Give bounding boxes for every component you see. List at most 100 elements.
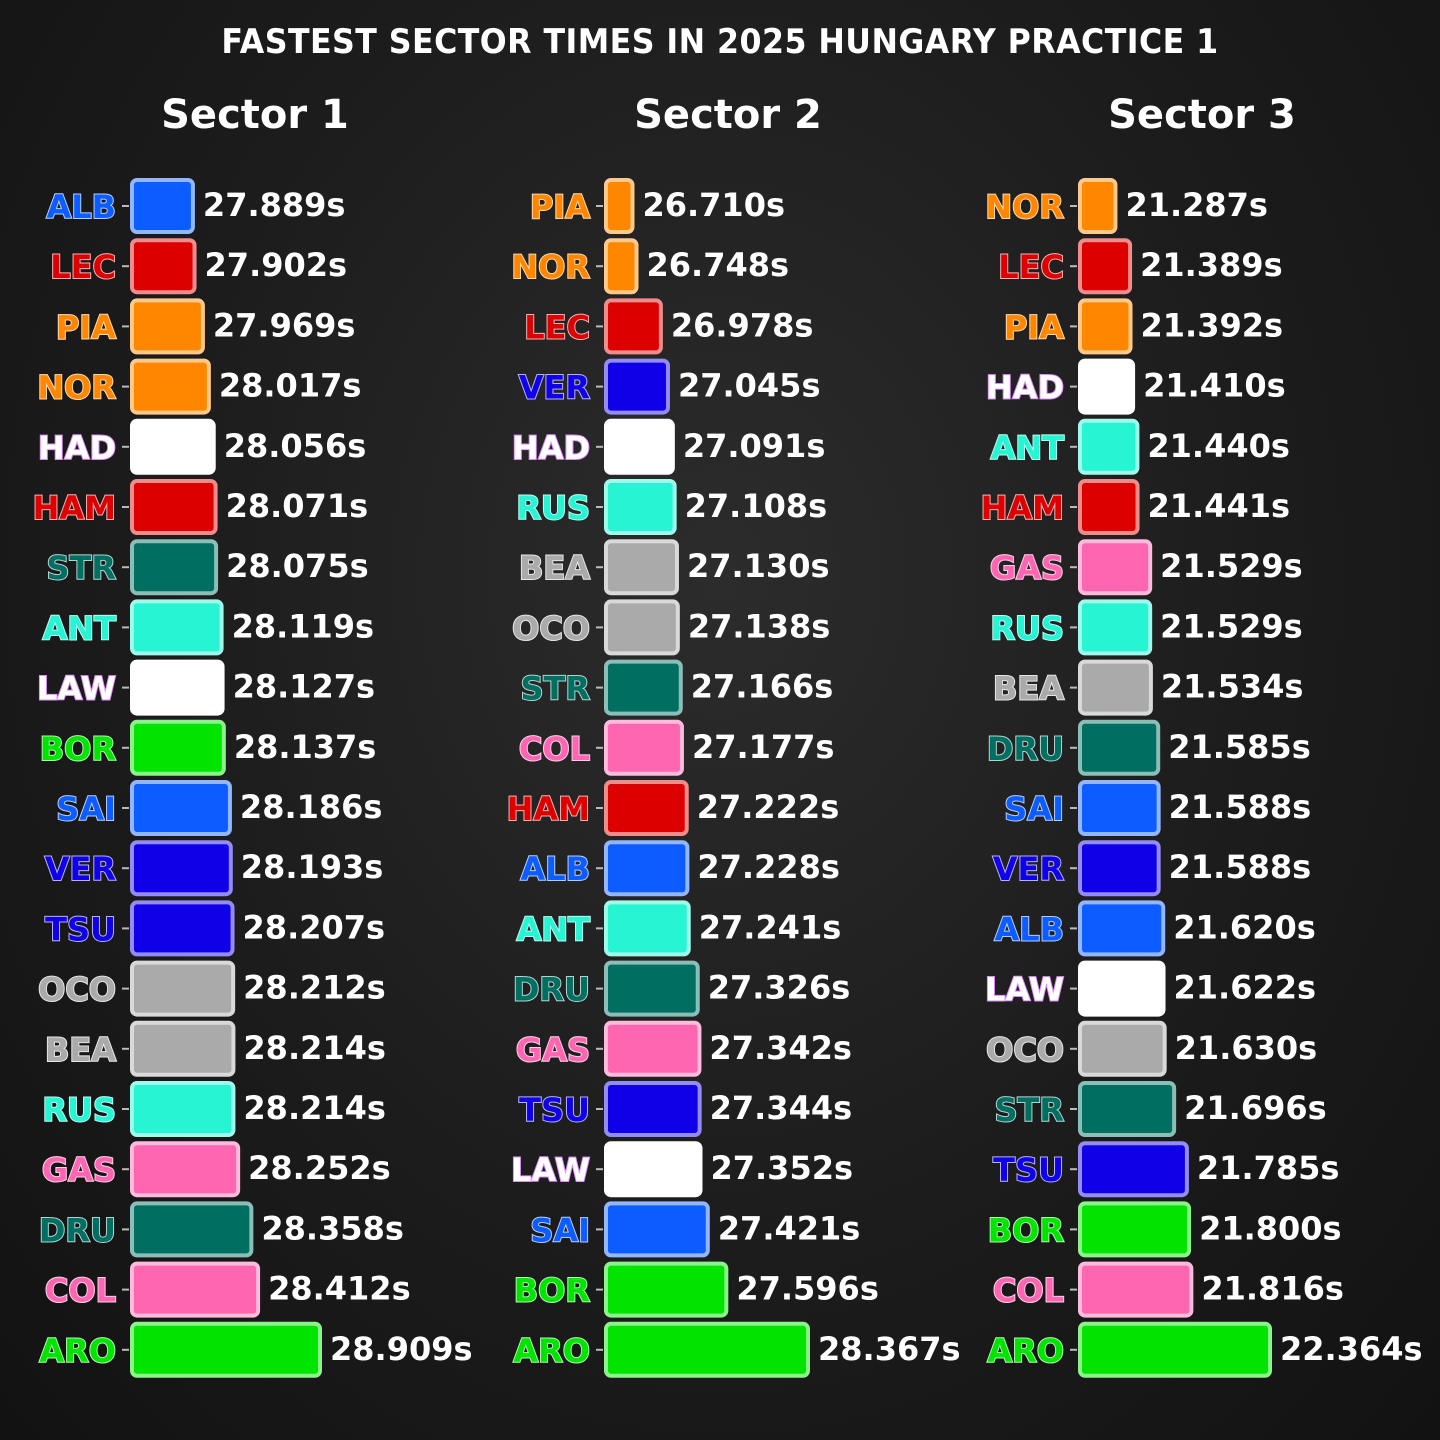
value-label: 21.588s xyxy=(1169,788,1312,826)
driver-label: OCO xyxy=(986,1031,1064,1069)
bar xyxy=(604,659,683,716)
driver-label: LEC xyxy=(998,248,1064,286)
value-label: 21.410s xyxy=(1143,367,1286,405)
value-label: 27.045s xyxy=(678,367,821,405)
driver-label: LAW xyxy=(985,971,1064,1009)
value-label: 27.342s xyxy=(709,1029,852,1067)
bar xyxy=(1078,719,1161,776)
driver-label: COL xyxy=(519,730,590,768)
driver-label: STR xyxy=(520,670,590,708)
value-label: 27.241s xyxy=(699,908,842,946)
bar xyxy=(604,418,675,475)
value-label: 21.392s xyxy=(1141,306,1284,344)
bar xyxy=(130,1081,236,1137)
driver-label: RUS xyxy=(990,609,1064,647)
value-label: 26.748s xyxy=(647,246,790,284)
value-label: 21.529s xyxy=(1160,607,1303,645)
driver-label: SAI xyxy=(530,1211,590,1249)
driver-label: ANT xyxy=(517,910,591,948)
value-label: 27.177s xyxy=(692,728,835,766)
bar xyxy=(1078,1141,1189,1198)
value-label: 28.056s xyxy=(224,427,367,465)
value-label: 26.710s xyxy=(642,186,785,224)
value-label: 22.364s xyxy=(1280,1330,1423,1368)
value-label: 28.212s xyxy=(243,969,386,1007)
driver-label: LAW xyxy=(511,1151,590,1189)
value-label: 28.367s xyxy=(818,1330,961,1368)
driver-label: COL xyxy=(45,1272,116,1310)
value-label: 21.389s xyxy=(1140,246,1283,284)
sector-title: Sector 1 xyxy=(161,92,349,138)
value-label: 27.166s xyxy=(691,668,834,706)
driver-label: TSU xyxy=(45,910,116,948)
driver-label: BOR xyxy=(514,1272,590,1310)
value-label: 21.441s xyxy=(1148,487,1291,525)
bar xyxy=(1078,599,1153,656)
value-label: 27.352s xyxy=(710,1149,853,1187)
value-label: 28.214s xyxy=(243,1029,386,1067)
driver-label: OCO xyxy=(38,971,116,1009)
bar xyxy=(130,840,233,897)
bar xyxy=(1078,1321,1272,1378)
driver-label: SAI xyxy=(56,790,116,828)
bar xyxy=(130,780,232,836)
value-label: 28.075s xyxy=(226,547,369,585)
value-label: 27.969s xyxy=(213,306,356,344)
bar xyxy=(604,539,679,596)
driver-label: BEA xyxy=(45,1031,116,1069)
bar xyxy=(130,1261,261,1318)
driver-label: STR xyxy=(994,1091,1064,1129)
driver-label: HAM xyxy=(981,489,1064,527)
value-label: 28.252s xyxy=(248,1149,391,1187)
driver-label: RUS xyxy=(516,489,590,527)
bar xyxy=(604,719,684,776)
bar xyxy=(1078,960,1166,1017)
bar xyxy=(604,960,700,1017)
value-label: 27.421s xyxy=(718,1209,861,1247)
bar xyxy=(130,1321,322,1378)
driver-label: GAS xyxy=(990,549,1064,587)
bar xyxy=(604,358,670,415)
bar xyxy=(604,1141,703,1198)
driver-label: NOR xyxy=(37,369,116,407)
driver-label: BEA xyxy=(993,670,1064,708)
value-label: 21.287s xyxy=(1125,186,1268,224)
bar xyxy=(130,719,226,776)
bar xyxy=(1078,1201,1192,1258)
bar xyxy=(604,298,663,355)
bar xyxy=(604,900,691,957)
bar xyxy=(604,840,690,897)
driver-label: HAM xyxy=(507,790,590,828)
value-label: 28.193s xyxy=(241,848,384,886)
bar xyxy=(1078,1081,1177,1137)
driver-label: LEC xyxy=(50,248,116,286)
driver-label: NOR xyxy=(511,248,590,286)
driver-label: RUS xyxy=(42,1091,116,1129)
driver-label: COL xyxy=(993,1272,1064,1310)
value-label: 21.816s xyxy=(1201,1270,1344,1308)
driver-label: BEA xyxy=(519,549,590,587)
value-label: 28.358s xyxy=(261,1209,404,1247)
bar xyxy=(130,659,225,716)
driver-label: STR xyxy=(46,549,116,587)
driver-label: OCO xyxy=(512,609,590,647)
driver-label: BOR xyxy=(40,730,116,768)
bar xyxy=(130,960,236,1017)
driver-label: DRU xyxy=(39,1211,116,1249)
bar xyxy=(604,1321,810,1378)
bar xyxy=(604,1261,729,1318)
value-label: 27.326s xyxy=(708,969,851,1007)
driver-label: ARO xyxy=(39,1332,116,1370)
bar xyxy=(604,1020,702,1077)
driver-label: PIA xyxy=(530,188,590,226)
bar xyxy=(1078,418,1140,475)
bar xyxy=(1078,900,1166,957)
bar xyxy=(1078,780,1161,836)
bar xyxy=(1078,178,1118,234)
sector-title: Sector 3 xyxy=(1108,92,1296,138)
driver-label: BOR xyxy=(988,1211,1064,1249)
bar xyxy=(604,1201,710,1258)
bar xyxy=(130,418,216,475)
value-label: 27.889s xyxy=(203,186,346,224)
